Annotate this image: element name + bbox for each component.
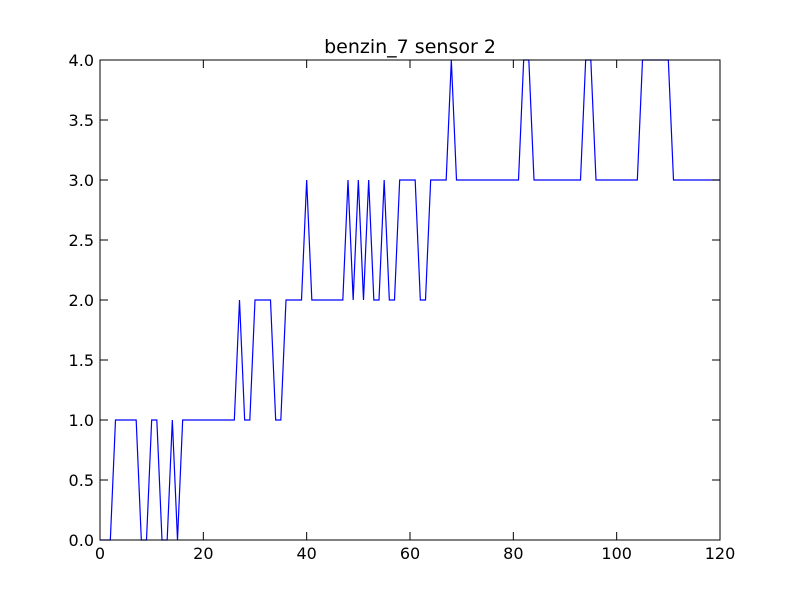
x-tick-label: 0 <box>95 544 105 563</box>
tick-labels: 0 20 40 60 80 100 120 0.0 0.5 1.0 1.5 2.0 2.5 3.0 3.5 4… <box>69 51 736 563</box>
x-tick-label: 120 <box>705 544 736 563</box>
x-tick-label: 60 <box>400 544 420 563</box>
y-tick-label: 2.0 <box>69 291 94 310</box>
plot-frame <box>99 59 721 541</box>
chart-title: benzin_7 sensor 2 <box>324 36 496 58</box>
plot-area <box>100 59 720 541</box>
y-tick-label: 3.5 <box>69 111 94 130</box>
y-tick-label: 1.5 <box>69 351 94 370</box>
y-tick-label: 0.0 <box>69 531 94 550</box>
y-tick-label: 2.5 <box>69 231 94 250</box>
x-tick-label: 100 <box>601 544 632 563</box>
y-tick-label: 0.5 <box>69 471 94 490</box>
y-tick-label: 3.0 <box>69 171 94 190</box>
x-tick-label: 80 <box>503 544 523 563</box>
series-line-0 <box>100 59 720 541</box>
x-tick-label: 40 <box>296 544 316 563</box>
y-tick-label: 1.0 <box>69 411 94 430</box>
x-tick-label: 20 <box>193 544 213 563</box>
y-tick-label: 4.0 <box>69 51 94 70</box>
